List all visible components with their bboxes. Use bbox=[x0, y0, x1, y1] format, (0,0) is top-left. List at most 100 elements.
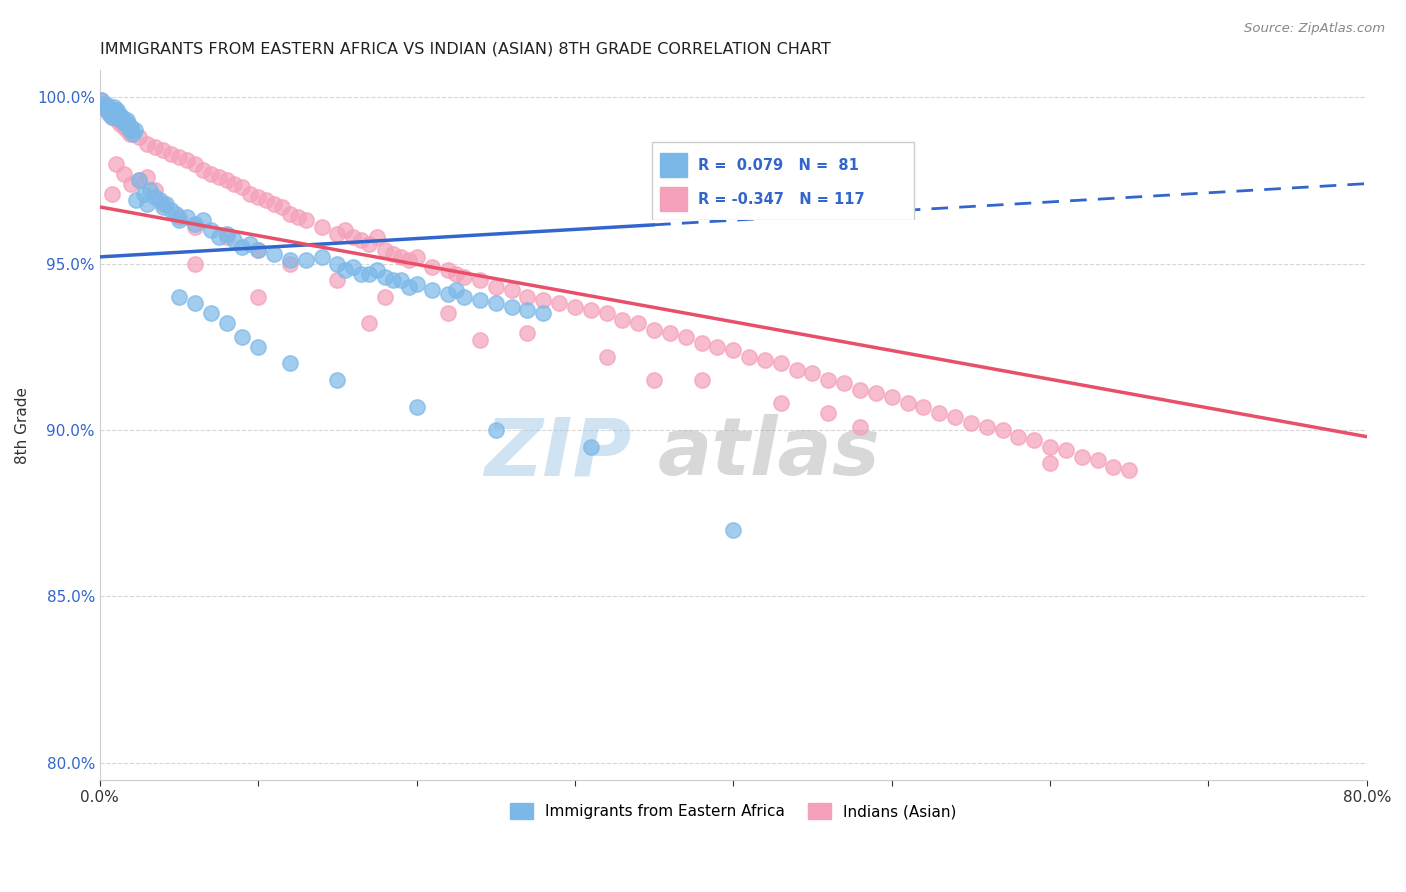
Point bbox=[468, 273, 491, 287]
Point bbox=[468, 333, 491, 347]
Point bbox=[531, 306, 554, 320]
Point bbox=[93, 100, 115, 114]
Point bbox=[389, 273, 412, 287]
Point bbox=[115, 123, 138, 137]
Point bbox=[1024, 433, 1046, 447]
Point bbox=[976, 419, 998, 434]
Point bbox=[769, 396, 792, 410]
Point bbox=[101, 110, 124, 124]
Point bbox=[374, 269, 396, 284]
Point bbox=[366, 263, 388, 277]
Point bbox=[108, 106, 131, 120]
Point bbox=[114, 117, 136, 131]
Point bbox=[485, 423, 508, 437]
Point bbox=[381, 246, 404, 260]
Point bbox=[90, 94, 112, 108]
Point bbox=[167, 213, 190, 227]
Point bbox=[896, 396, 918, 410]
Point bbox=[191, 163, 214, 178]
Point bbox=[485, 280, 508, 294]
Point bbox=[97, 100, 120, 114]
Point bbox=[176, 153, 198, 168]
Point bbox=[121, 177, 143, 191]
Point bbox=[531, 293, 554, 308]
Point bbox=[398, 253, 420, 268]
Point bbox=[101, 186, 124, 201]
Point bbox=[960, 417, 983, 431]
Point bbox=[342, 260, 364, 274]
Point bbox=[104, 110, 127, 124]
Point bbox=[128, 173, 150, 187]
Bar bbox=[661, 153, 688, 177]
Point bbox=[114, 117, 136, 131]
Point bbox=[112, 120, 135, 134]
Point bbox=[278, 253, 301, 268]
Point bbox=[374, 244, 396, 258]
Point bbox=[335, 263, 357, 277]
Y-axis label: 8th Grade: 8th Grade bbox=[15, 386, 30, 464]
Point bbox=[94, 96, 117, 111]
Point bbox=[516, 326, 538, 341]
Point bbox=[943, 409, 966, 424]
Point bbox=[231, 240, 253, 254]
Point bbox=[658, 326, 681, 341]
Point bbox=[254, 194, 277, 208]
Point bbox=[136, 169, 159, 184]
Point bbox=[849, 383, 872, 397]
Point bbox=[152, 196, 174, 211]
Point bbox=[287, 210, 309, 224]
Point bbox=[278, 256, 301, 270]
Point bbox=[108, 110, 131, 124]
Point bbox=[247, 244, 270, 258]
Point bbox=[207, 230, 229, 244]
Point bbox=[294, 253, 316, 268]
Point bbox=[112, 113, 135, 128]
Point bbox=[191, 213, 214, 227]
Point bbox=[485, 296, 508, 310]
Point bbox=[215, 173, 238, 187]
Point bbox=[453, 269, 475, 284]
Legend: Immigrants from Eastern Africa, Indians (Asian): Immigrants from Eastern Africa, Indians … bbox=[503, 797, 963, 825]
Point bbox=[1054, 442, 1077, 457]
Point bbox=[643, 323, 665, 337]
Point bbox=[928, 406, 950, 420]
Point bbox=[143, 140, 166, 154]
Point bbox=[167, 150, 190, 164]
Text: R = -0.347   N = 117: R = -0.347 N = 117 bbox=[697, 192, 865, 207]
Point bbox=[405, 277, 427, 291]
Point bbox=[231, 180, 253, 194]
Point bbox=[184, 217, 207, 231]
Point bbox=[548, 296, 571, 310]
Point bbox=[247, 290, 270, 304]
Point bbox=[786, 363, 808, 377]
Point bbox=[501, 283, 523, 297]
Point bbox=[105, 103, 128, 118]
Point bbox=[184, 219, 207, 234]
Point bbox=[278, 206, 301, 220]
Point bbox=[832, 376, 855, 391]
Point bbox=[738, 350, 761, 364]
Point bbox=[723, 343, 745, 357]
Point bbox=[231, 330, 253, 344]
Point bbox=[111, 110, 134, 124]
Point bbox=[1070, 450, 1092, 464]
Point bbox=[118, 127, 141, 141]
Point bbox=[335, 223, 357, 237]
Point bbox=[1007, 430, 1029, 444]
Point bbox=[239, 186, 262, 201]
Point bbox=[405, 400, 427, 414]
Point bbox=[516, 303, 538, 318]
Point bbox=[991, 423, 1014, 437]
Point bbox=[278, 356, 301, 370]
Point bbox=[105, 113, 128, 128]
Bar bbox=[661, 187, 688, 211]
Point bbox=[136, 136, 159, 151]
Point bbox=[501, 300, 523, 314]
Point bbox=[160, 203, 183, 218]
Point bbox=[271, 200, 294, 214]
Point bbox=[437, 286, 460, 301]
Point bbox=[90, 94, 112, 108]
Point bbox=[595, 306, 617, 320]
Point bbox=[326, 373, 349, 387]
Point bbox=[176, 210, 198, 224]
